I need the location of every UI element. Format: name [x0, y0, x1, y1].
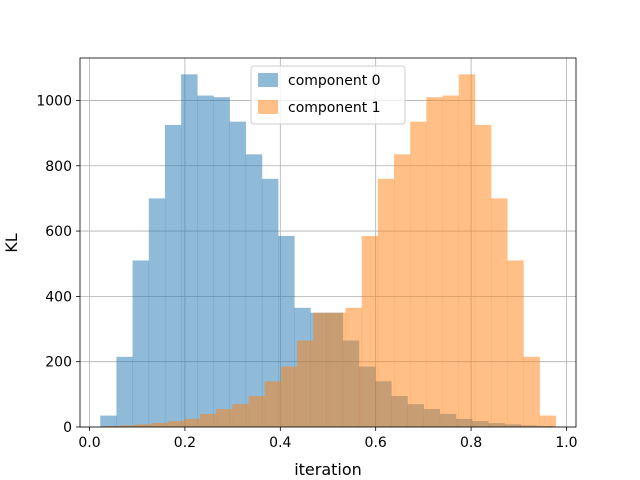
- x-tick-label: 0.2: [174, 435, 196, 451]
- histogram-bar-series-0: [164, 124, 182, 427]
- histogram-bar-series-0: [245, 154, 263, 428]
- histogram-bar-series-1: [216, 409, 233, 427]
- legend-swatch-component-0: [258, 73, 278, 87]
- histogram-bar-series-1: [507, 260, 524, 427]
- histogram-bar-series-1: [345, 307, 363, 427]
- ticks: 0.0 0.2 0.4 0.6 0.8 1.0 0 200 400 600 800 1000: [36, 93, 577, 451]
- x-axis-label: iteration: [294, 460, 362, 479]
- histogram-bar-series-0: [181, 74, 198, 428]
- histogram-bar-series-1: [135, 424, 152, 427]
- histogram-bar-series-0: [132, 260, 150, 427]
- histogram-bar-series-1: [264, 381, 282, 427]
- histogram-bar-series-1: [119, 425, 136, 427]
- y-axis-label: KL: [2, 233, 21, 252]
- bars: [100, 74, 557, 428]
- histogram-bar-series-1: [248, 395, 266, 427]
- histogram-bar-series-1: [394, 154, 411, 428]
- y-tick-label: 400: [45, 289, 72, 305]
- histogram-bar-series-1: [523, 356, 540, 427]
- legend-label-component-1: component 1: [288, 100, 381, 116]
- y-tick-label: 800: [45, 159, 72, 175]
- y-tick-label: 600: [45, 224, 72, 240]
- legend-swatch-component-1: [258, 100, 278, 114]
- y-tick-label: 0: [63, 420, 72, 436]
- histogram-bar-series-0: [100, 415, 117, 427]
- histogram-bar-series-0: [148, 198, 166, 427]
- x-tick-label: 0.6: [365, 435, 387, 451]
- histogram-bar-series-1: [361, 235, 379, 427]
- histogram-bar-series-1: [183, 418, 201, 427]
- x-tick-label: 0.4: [269, 435, 291, 451]
- legend-label-component-0: component 0: [288, 73, 381, 89]
- x-tick-label: 0.8: [460, 435, 482, 451]
- plot-frame: [79, 57, 577, 428]
- histogram-bar-series-0: [197, 95, 214, 427]
- histogram-bar-series-1: [377, 178, 395, 427]
- x-tick-label: 0.0: [78, 435, 100, 451]
- histogram-bar-series-1: [539, 415, 557, 427]
- histogram-bar-series-0: [116, 356, 133, 427]
- histogram-bar-series-1: [232, 404, 249, 427]
- histogram-bar-series-0: [213, 97, 230, 427]
- histogram-bar-series-1: [458, 74, 476, 428]
- histogram-bar-series-1: [313, 312, 330, 427]
- y-tick-label: 200: [45, 355, 72, 371]
- histogram-bar-series-1: [410, 121, 427, 427]
- y-tick-label: 1000: [36, 93, 72, 109]
- histogram-bar-series-1: [491, 198, 508, 427]
- legend-box: [250, 65, 406, 125]
- histogram-bar-series-1: [103, 426, 120, 427]
- histogram-bar-series-1: [474, 124, 492, 427]
- histogram-bar-series-0: [229, 121, 247, 427]
- histogram-bar-series-1: [200, 413, 217, 427]
- histogram-bar-series-1: [426, 97, 443, 427]
- histogram-bar-series-1: [167, 421, 185, 427]
- histogram-bar-series-1: [442, 95, 460, 427]
- histogram-bar-series-1: [280, 366, 298, 427]
- legend: component 0 component 1: [250, 65, 406, 125]
- x-tick-label: 1.0: [555, 435, 577, 451]
- histogram-bar-series-0: [261, 178, 279, 427]
- histogram-bar-series-1: [151, 423, 169, 427]
- histogram-bar-series-1: [329, 312, 346, 427]
- histogram-bar-series-1: [297, 340, 314, 427]
